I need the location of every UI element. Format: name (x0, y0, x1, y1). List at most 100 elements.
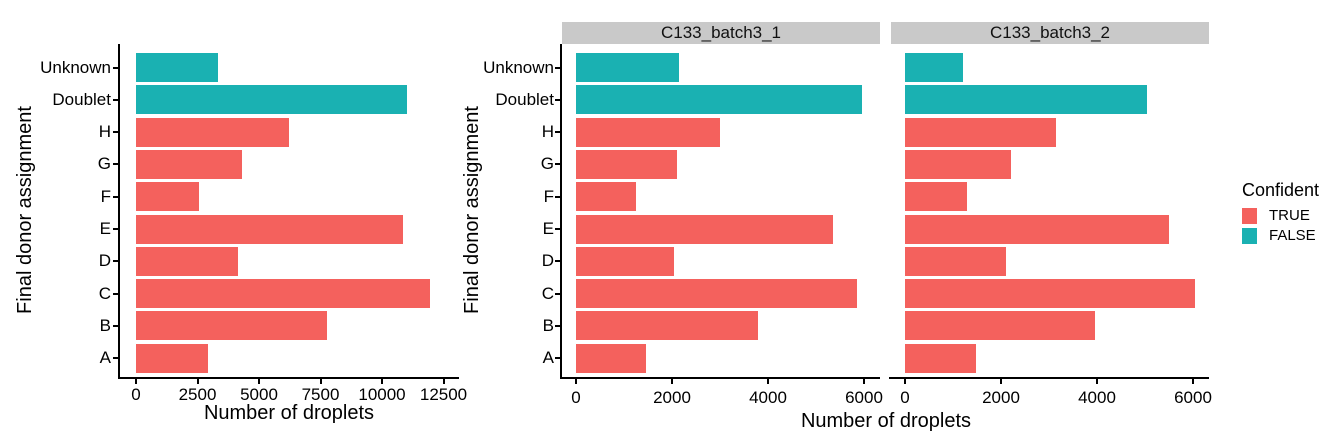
bar-overall-h (136, 117, 289, 147)
y-tick-overall (113, 324, 118, 327)
facet-strip-2-label: C133_batch3_2 (989, 23, 1111, 42)
bar-overall-e (136, 214, 403, 244)
x-tick-overall (258, 379, 260, 384)
bar-batch3-1-doublet (576, 85, 862, 115)
x-tick-batch3-1 (575, 379, 577, 384)
y-tick-batch3-1 (555, 260, 560, 263)
y-category-label-overall-a: A (99, 348, 111, 368)
x-axis-line-batch3-2 (889, 377, 1209, 379)
x-tick-batch3-1 (671, 379, 673, 384)
bar-batch3-1-d (576, 246, 675, 276)
bar-batch3-2-doublet (905, 85, 1148, 115)
y-category-label-overall-e: E (99, 219, 111, 238)
y-category-label-overall-unknown: Unknown (40, 57, 111, 77)
bar-overall-f (136, 182, 199, 212)
y-category-label-overall-c: C (98, 283, 111, 303)
bar-batch3-2-b (905, 311, 1095, 341)
bar-batch3-1-b (576, 311, 759, 341)
legend-label-false: FALSE (1269, 227, 1316, 244)
x-tick-label-batch3-2: 0 (900, 388, 910, 407)
legend-title: Confident (1242, 180, 1320, 200)
bar-overall-g (136, 149, 242, 179)
bar-overall-a (136, 343, 209, 373)
y-tick-overall (113, 228, 118, 230)
y-tick-batch3-1 (555, 357, 560, 360)
y-category-label-batch3-1-f: F (543, 186, 554, 206)
y-tick-overall (113, 66, 118, 69)
y-axis-line-overall (118, 44, 120, 379)
x-tick-overall (442, 379, 445, 384)
y-category-label-overall-h: H (98, 122, 111, 142)
bar-batch3-1-g (576, 149, 677, 179)
y-tick-batch3-1 (555, 131, 560, 134)
bar-batch3-1-c (576, 279, 857, 309)
bar-batch3-2-a (905, 343, 976, 373)
bar-batch3-2-f (905, 182, 968, 212)
x-tick-batch3-1 (767, 379, 769, 384)
y-category-label-batch3-1-unknown: Unknown (483, 57, 554, 77)
y-category-label-overall-d: D (98, 251, 111, 271)
legend-key-false-swatch (1242, 228, 1257, 244)
y-tick-overall (113, 98, 118, 101)
x-tick-overall (135, 379, 137, 384)
x-tick-batch3-2 (1000, 379, 1002, 384)
y-axis-line-batch3-1 (560, 44, 562, 379)
y-tick-batch3-1 (555, 195, 560, 198)
y-tick-batch3-1 (555, 292, 560, 295)
bar-overall-unknown (136, 53, 219, 82)
bar-batch3-1-unknown (576, 53, 680, 82)
x-tick-label-overall: 0 (131, 385, 141, 404)
y-category-label-overall-b: B (99, 315, 111, 335)
y-tick-batch3-1 (555, 324, 560, 327)
y-category-label-batch3-1-e: E (542, 219, 554, 238)
bar-batch3-2-unknown (905, 53, 963, 82)
y-category-label-overall-g: G (97, 154, 111, 174)
facet-strip-1: C133_batch3_1 (562, 22, 880, 44)
y-tick-batch3-1 (555, 66, 560, 69)
bar-batch3-2-h (905, 117, 1057, 147)
y-category-label-batch3-1-doublet: Doublet (495, 89, 554, 109)
y-category-label-overall-f: F (100, 186, 111, 206)
x-tick-label-batch3-2: 4000 (1078, 388, 1116, 407)
x-axis-line-batch3-1 (560, 377, 880, 379)
facet-strip-1-label: C133_batch3_1 (660, 23, 782, 42)
bar-batch3-2-g (905, 149, 1011, 179)
y-tick-overall (113, 260, 118, 263)
y-tick-batch3-1 (555, 163, 560, 166)
legend-label-true: TRUE (1269, 207, 1310, 224)
y-tick-overall (113, 131, 118, 134)
y-category-label-batch3-1-d: D (541, 251, 554, 271)
y-tick-overall (113, 195, 118, 198)
x-tick-overall (319, 379, 322, 384)
x-tick-batch3-1 (863, 379, 865, 384)
bar-overall-b (136, 311, 327, 341)
x-tick-batch3-2 (1192, 379, 1194, 384)
bar-batch3-2-d (905, 246, 1006, 276)
x-tick-label-batch3-2: 6000 (1174, 388, 1212, 407)
x-tick-overall (196, 379, 199, 384)
x-tick-label-overall: 5000 (240, 385, 278, 404)
bar-overall-c (136, 279, 430, 309)
x-tick-batch3-2 (1096, 379, 1098, 384)
x-tick-label-overall: 10000 (358, 385, 406, 404)
facet-strip-2: C133_batch3_2 (891, 22, 1209, 44)
x-axis-title-facet-chart: Number of droplets (800, 410, 972, 432)
y-category-label-overall-doublet: Doublet (52, 89, 111, 109)
legend-key-true-swatch (1242, 208, 1257, 224)
y-tick-overall (113, 163, 118, 166)
bar-overall-d (136, 246, 239, 276)
x-tick-label-batch3-1: 6000 (845, 388, 883, 407)
bar-batch3-1-h (576, 117, 720, 147)
bar-batch3-1-f (576, 182, 636, 212)
x-axis-title-left-chart: Number of droplets (203, 402, 375, 424)
y-category-label-batch3-1-a: A (542, 348, 554, 368)
x-tick-label-overall: 7500 (301, 385, 340, 404)
y-tick-overall (113, 357, 118, 360)
y-category-label-batch3-1-b: B (542, 315, 554, 335)
x-tick-label-batch3-1: 0 (571, 388, 581, 407)
x-tick-label-overall: 2500 (178, 385, 217, 404)
x-tick-overall (381, 379, 383, 384)
bar-batch3-1-a (576, 343, 646, 373)
bar-batch3-1-e (576, 214, 833, 244)
